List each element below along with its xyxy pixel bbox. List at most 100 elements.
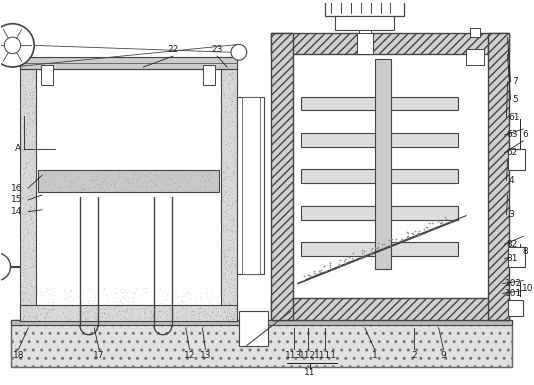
Point bbox=[228, 127, 237, 134]
Point bbox=[150, 172, 158, 178]
Point bbox=[110, 184, 119, 190]
Text: 12: 12 bbox=[184, 351, 195, 360]
Point bbox=[230, 303, 239, 309]
Point bbox=[327, 266, 335, 273]
Point bbox=[17, 82, 26, 88]
Point bbox=[225, 241, 234, 247]
Point bbox=[221, 175, 229, 181]
Point bbox=[161, 306, 169, 313]
Point bbox=[104, 311, 112, 317]
Point bbox=[224, 95, 233, 101]
Point bbox=[227, 100, 235, 107]
Point bbox=[151, 303, 159, 309]
Point bbox=[25, 207, 33, 213]
Point bbox=[200, 178, 209, 184]
Point bbox=[87, 304, 96, 310]
Point bbox=[128, 299, 137, 305]
Point bbox=[18, 126, 26, 132]
Point bbox=[156, 285, 164, 291]
Point bbox=[151, 182, 159, 188]
Point bbox=[231, 306, 240, 312]
Point bbox=[224, 72, 233, 78]
Point bbox=[128, 312, 137, 318]
Point bbox=[227, 140, 235, 146]
Point bbox=[221, 146, 229, 152]
Point bbox=[226, 247, 234, 253]
Point bbox=[30, 146, 39, 152]
Point bbox=[18, 123, 27, 129]
Point bbox=[18, 289, 27, 295]
Point bbox=[201, 308, 209, 314]
Point bbox=[144, 307, 153, 313]
Point bbox=[148, 177, 156, 183]
Point bbox=[226, 101, 235, 107]
Point bbox=[397, 236, 406, 242]
Point bbox=[223, 66, 232, 72]
Point bbox=[36, 311, 45, 317]
Point bbox=[19, 62, 28, 69]
Point bbox=[21, 289, 29, 295]
Point bbox=[30, 258, 39, 264]
Bar bbox=[242, 97, 260, 274]
Point bbox=[152, 177, 161, 183]
Point bbox=[146, 310, 154, 316]
Point bbox=[367, 250, 375, 256]
Point bbox=[220, 223, 229, 229]
Bar bbox=[301, 242, 458, 256]
Point bbox=[20, 151, 28, 157]
Point bbox=[25, 159, 33, 166]
Point bbox=[141, 314, 150, 320]
Point bbox=[29, 205, 38, 211]
Point bbox=[19, 147, 28, 153]
Point bbox=[230, 313, 238, 319]
Point bbox=[18, 56, 26, 62]
Point bbox=[223, 117, 231, 123]
Point bbox=[211, 307, 220, 313]
Point bbox=[21, 253, 30, 259]
Point bbox=[24, 313, 33, 319]
Point bbox=[23, 160, 32, 166]
Point bbox=[66, 170, 75, 176]
Point bbox=[30, 85, 38, 91]
Point bbox=[22, 92, 30, 98]
Point bbox=[227, 313, 235, 319]
Point bbox=[152, 316, 160, 322]
Point bbox=[226, 107, 235, 113]
Point bbox=[225, 152, 233, 158]
Point bbox=[177, 312, 185, 318]
Point bbox=[18, 87, 27, 93]
Point bbox=[140, 306, 148, 312]
Point bbox=[73, 312, 82, 318]
Point bbox=[93, 295, 102, 301]
Point bbox=[80, 185, 88, 191]
Point bbox=[172, 314, 180, 320]
Point bbox=[438, 219, 446, 225]
Point bbox=[21, 72, 30, 79]
Point bbox=[28, 94, 37, 100]
Point bbox=[132, 177, 141, 184]
Point bbox=[42, 311, 50, 317]
Point bbox=[29, 263, 37, 269]
Point bbox=[229, 218, 237, 224]
Point bbox=[225, 281, 234, 287]
Point bbox=[146, 316, 155, 323]
Point bbox=[83, 314, 91, 320]
Point bbox=[140, 285, 149, 291]
Point bbox=[222, 246, 231, 253]
Bar bbox=[203, 65, 215, 85]
Point bbox=[221, 229, 230, 235]
Point bbox=[414, 232, 422, 238]
Point bbox=[309, 270, 318, 276]
Point bbox=[142, 315, 151, 321]
Point bbox=[194, 307, 203, 313]
Point bbox=[135, 172, 144, 179]
Point bbox=[176, 184, 184, 191]
Point bbox=[143, 296, 152, 302]
Point bbox=[222, 257, 230, 263]
Point bbox=[195, 310, 203, 316]
Point bbox=[231, 94, 240, 100]
Point bbox=[225, 246, 233, 252]
Point bbox=[227, 132, 236, 138]
Point bbox=[218, 116, 227, 122]
Point bbox=[27, 216, 36, 223]
